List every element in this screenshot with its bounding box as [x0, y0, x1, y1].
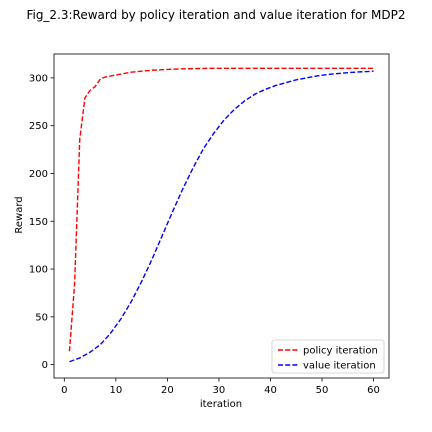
x-tick-label: 0: [61, 385, 67, 396]
series-line-1: [69, 70, 374, 363]
legend-label-1: value iteration: [303, 361, 376, 372]
series-line-0: [68, 67, 374, 352]
x-tick-label: 20: [161, 385, 174, 396]
chart-title: Fig_2.3:Reward by policy iteration and v…: [26, 8, 405, 22]
y-tick-label: 50: [35, 312, 48, 323]
y-tick-label: 200: [29, 169, 48, 180]
x-axis-label: iteration: [200, 399, 242, 410]
x-tick-label: 50: [316, 385, 329, 396]
plot-frame: [53, 53, 390, 379]
legend-box: [271, 339, 385, 374]
y-tick-label: 300: [29, 73, 48, 84]
x-tick-label: 30: [213, 385, 226, 396]
x-tick-label: 60: [367, 385, 380, 396]
y-axis-label: Reward: [14, 196, 25, 233]
y-tick-label: 100: [29, 265, 48, 276]
y-tick-label: 0: [42, 360, 48, 371]
legend-label-0: policy iteration: [303, 346, 378, 357]
plot-area: 0 10 20 30 40 50 60 0 50 100 150 200 250 300 policy it…: [29, 53, 390, 396]
y-tick-label: 150: [29, 217, 48, 228]
y-tick-label: 250: [29, 121, 48, 132]
x-tick-label: 10: [109, 385, 122, 396]
x-tick-label: 40: [264, 385, 277, 396]
